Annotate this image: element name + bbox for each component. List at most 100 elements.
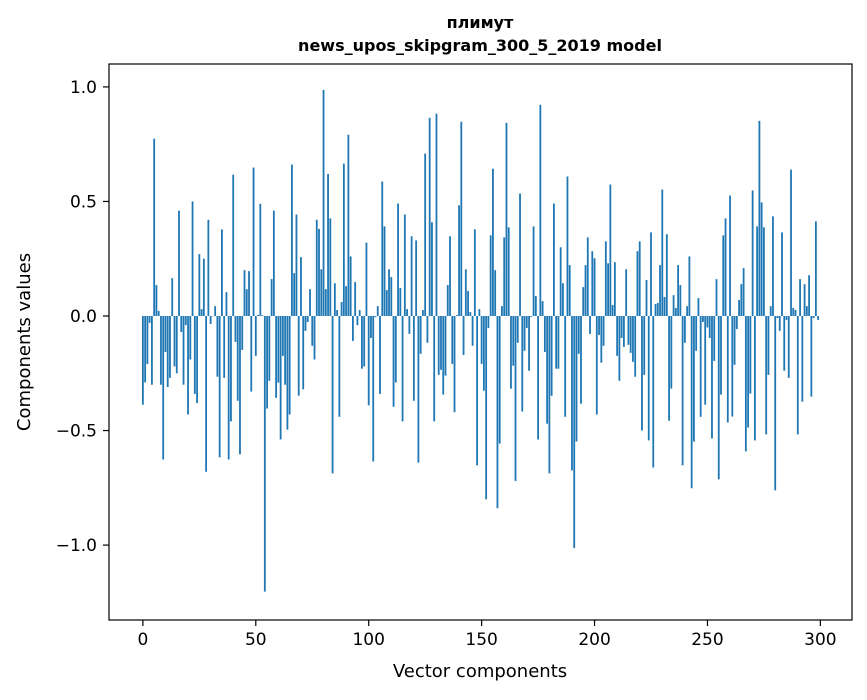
bar-150 — [481, 316, 483, 364]
bar-188 — [567, 176, 569, 316]
bar-76 — [314, 316, 316, 360]
bar-8 — [160, 316, 162, 385]
bar-248 — [702, 316, 704, 322]
bar-96 — [359, 310, 361, 316]
bar-94 — [354, 282, 356, 316]
bar-90 — [345, 286, 347, 316]
bar-35 — [221, 229, 223, 316]
bar-17 — [180, 316, 182, 332]
bar-5 — [153, 139, 155, 316]
bar-176 — [539, 105, 541, 316]
bar-174 — [535, 296, 537, 316]
bar-257 — [722, 235, 724, 316]
bar-271 — [754, 316, 756, 440]
bar-184 — [558, 316, 560, 369]
bar-128 — [431, 222, 433, 316]
bar-68 — [296, 215, 298, 316]
bar-52 — [259, 204, 261, 316]
bar-55 — [266, 316, 268, 409]
bar-23 — [194, 316, 196, 394]
bar-208 — [612, 305, 614, 316]
bar-216 — [630, 316, 632, 353]
bar-13 — [171, 278, 173, 316]
bar-121 — [415, 240, 417, 316]
bar-64 — [287, 316, 289, 430]
bar-106 — [381, 182, 383, 316]
x-axis-label: Vector components — [393, 661, 567, 682]
bar-278 — [770, 306, 772, 316]
bar-45 — [244, 270, 246, 316]
bar-84 — [332, 316, 334, 473]
bar-58 — [273, 211, 275, 316]
bar-158 — [499, 316, 501, 444]
bar-240 — [684, 316, 686, 343]
bar-154 — [490, 235, 492, 316]
bar-133 — [442, 316, 444, 395]
bar-102 — [372, 316, 374, 461]
bar-65 — [289, 316, 291, 415]
bar-95 — [357, 316, 359, 325]
bar-22 — [192, 201, 194, 316]
bar-192 — [576, 316, 578, 442]
bar-142 — [463, 316, 465, 355]
x-tick-label: 250 — [691, 630, 723, 650]
bar-191 — [573, 316, 575, 548]
bar-210 — [616, 316, 618, 356]
bar-215 — [628, 316, 630, 345]
bar-298 — [815, 221, 817, 316]
bar-87 — [338, 316, 340, 417]
bar-34 — [219, 316, 221, 457]
bar-201 — [596, 316, 598, 415]
bar-97 — [361, 316, 363, 369]
bar-82 — [327, 174, 329, 316]
bar-7 — [158, 311, 160, 316]
bar-15 — [176, 316, 178, 373]
bar-211 — [618, 316, 620, 381]
bar-204 — [603, 316, 605, 346]
bar-249 — [704, 316, 706, 405]
y-axis-ticks: 1.00.50.0−0.5−1.0 — [56, 78, 109, 556]
bar-175 — [537, 316, 539, 439]
bar-180 — [548, 316, 550, 473]
bar-46 — [246, 289, 248, 316]
bar-242 — [688, 256, 690, 316]
bar-122 — [417, 316, 419, 463]
bar-281 — [777, 316, 779, 318]
bar-250 — [707, 316, 709, 327]
bar-280 — [774, 316, 776, 490]
bar-109 — [388, 269, 390, 316]
bar-226 — [652, 316, 654, 467]
bar-269 — [749, 316, 751, 394]
bar-270 — [752, 190, 754, 316]
bar-92 — [350, 256, 352, 316]
bar-111 — [393, 316, 395, 407]
bar-255 — [718, 316, 720, 479]
bar-6 — [156, 285, 158, 316]
bar-98 — [363, 316, 365, 366]
bar-232 — [666, 234, 668, 316]
chart-title-line1: плимут — [447, 13, 514, 32]
y-tick-label: 0.5 — [70, 192, 97, 212]
bar-132 — [440, 316, 442, 370]
bar-260 — [729, 195, 731, 316]
bar-170 — [526, 316, 528, 328]
bar-219 — [637, 251, 639, 316]
bar-194 — [580, 316, 582, 404]
bar-262 — [734, 316, 736, 365]
bar-287 — [790, 170, 792, 316]
bar-56 — [268, 316, 270, 381]
bar-153 — [488, 316, 490, 328]
bar-48 — [250, 316, 252, 392]
bar-39 — [230, 316, 232, 421]
bar-105 — [379, 316, 381, 394]
bar-294 — [806, 306, 808, 316]
bar-149 — [478, 309, 480, 316]
bar-203 — [600, 316, 602, 363]
bar-272 — [756, 226, 758, 316]
bar-16 — [178, 211, 180, 316]
bar-12 — [169, 316, 171, 378]
bar-165 — [515, 316, 517, 481]
bar-233 — [668, 316, 670, 421]
bar-66 — [291, 165, 293, 316]
x-tick-label: 50 — [245, 630, 267, 650]
